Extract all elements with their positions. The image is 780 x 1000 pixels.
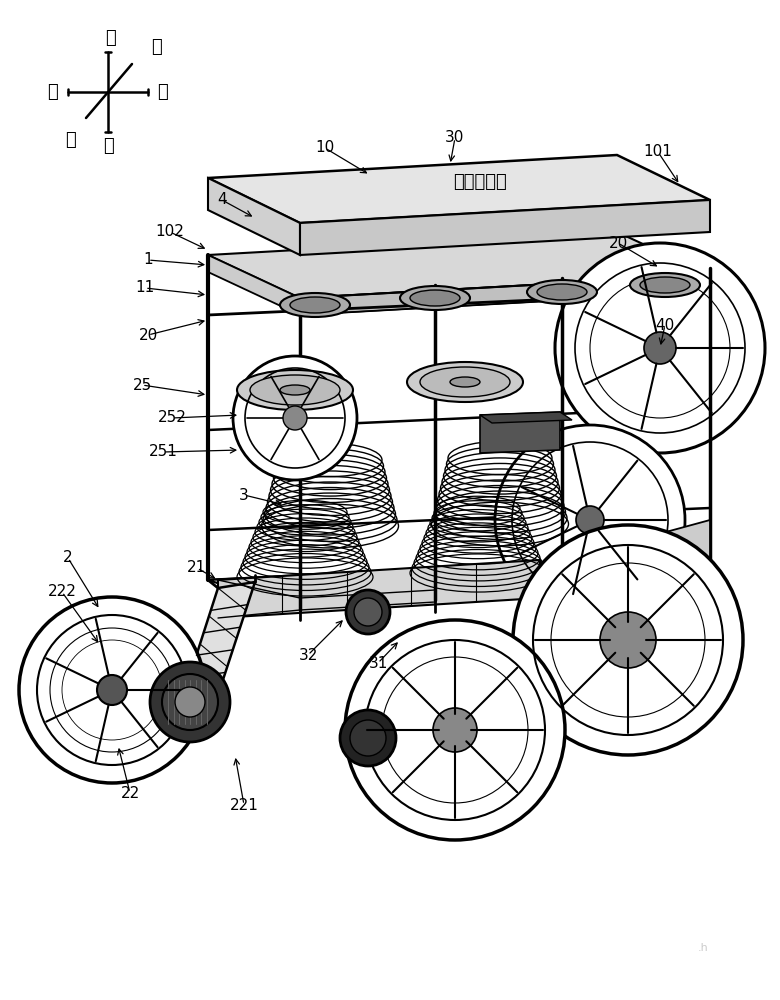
Ellipse shape: [450, 377, 480, 387]
Circle shape: [610, 622, 646, 658]
Ellipse shape: [340, 710, 396, 766]
Text: 25: 25: [133, 377, 151, 392]
Ellipse shape: [162, 674, 218, 730]
Ellipse shape: [420, 367, 510, 397]
Ellipse shape: [346, 590, 390, 634]
Circle shape: [345, 620, 565, 840]
Ellipse shape: [280, 293, 350, 317]
Ellipse shape: [400, 286, 470, 310]
Circle shape: [283, 406, 307, 430]
Text: 4: 4: [217, 192, 227, 208]
Text: 3: 3: [239, 488, 249, 502]
Ellipse shape: [407, 362, 523, 402]
Text: 101: 101: [644, 144, 672, 159]
Polygon shape: [208, 232, 710, 298]
Text: 40: 40: [655, 318, 675, 332]
Polygon shape: [182, 582, 255, 700]
Text: 252: 252: [158, 410, 186, 426]
Polygon shape: [300, 275, 710, 315]
Ellipse shape: [354, 598, 382, 626]
Text: 前: 前: [65, 131, 76, 149]
Polygon shape: [218, 560, 540, 618]
Circle shape: [439, 714, 471, 746]
Ellipse shape: [410, 290, 460, 306]
Circle shape: [644, 332, 676, 364]
Ellipse shape: [150, 662, 230, 742]
Ellipse shape: [280, 385, 310, 395]
Polygon shape: [208, 178, 300, 255]
Text: 右: 右: [47, 83, 58, 101]
Text: 251: 251: [148, 444, 177, 460]
Text: .h: .h: [697, 943, 708, 953]
Polygon shape: [208, 255, 300, 315]
Ellipse shape: [350, 720, 386, 756]
Text: 30: 30: [445, 130, 465, 145]
Ellipse shape: [630, 273, 700, 297]
Ellipse shape: [537, 284, 587, 300]
Text: 后: 后: [151, 38, 161, 56]
Text: 机器人基座: 机器人基座: [453, 173, 507, 191]
Ellipse shape: [290, 297, 340, 313]
Ellipse shape: [527, 280, 597, 304]
Text: 下: 下: [103, 137, 113, 155]
Polygon shape: [208, 155, 710, 223]
Text: 32: 32: [298, 648, 317, 662]
Text: 221: 221: [229, 798, 258, 812]
Text: 上: 上: [105, 29, 115, 47]
Circle shape: [555, 243, 765, 453]
Polygon shape: [480, 412, 572, 423]
Text: 31: 31: [368, 656, 388, 670]
Circle shape: [495, 425, 685, 615]
Ellipse shape: [233, 356, 357, 480]
Ellipse shape: [250, 375, 340, 405]
Polygon shape: [480, 412, 560, 453]
Text: 20: 20: [138, 328, 158, 342]
Circle shape: [513, 525, 743, 755]
Text: 20: 20: [608, 235, 628, 250]
Text: 21: 21: [187, 560, 207, 576]
Text: 11: 11: [136, 280, 154, 296]
Text: 1: 1: [144, 252, 153, 267]
Text: 102: 102: [155, 225, 184, 239]
Polygon shape: [208, 558, 710, 610]
Text: 2: 2: [63, 550, 73, 566]
Circle shape: [600, 612, 656, 668]
Text: 22: 22: [120, 786, 140, 800]
Circle shape: [97, 675, 127, 705]
Circle shape: [433, 708, 477, 752]
Polygon shape: [300, 200, 710, 255]
Ellipse shape: [237, 370, 353, 410]
Circle shape: [19, 597, 205, 783]
Circle shape: [576, 506, 604, 534]
Polygon shape: [618, 520, 710, 583]
Text: 10: 10: [315, 140, 335, 155]
Ellipse shape: [640, 277, 690, 293]
Text: 222: 222: [48, 584, 76, 599]
Ellipse shape: [175, 687, 205, 717]
Text: 左: 左: [158, 83, 168, 101]
